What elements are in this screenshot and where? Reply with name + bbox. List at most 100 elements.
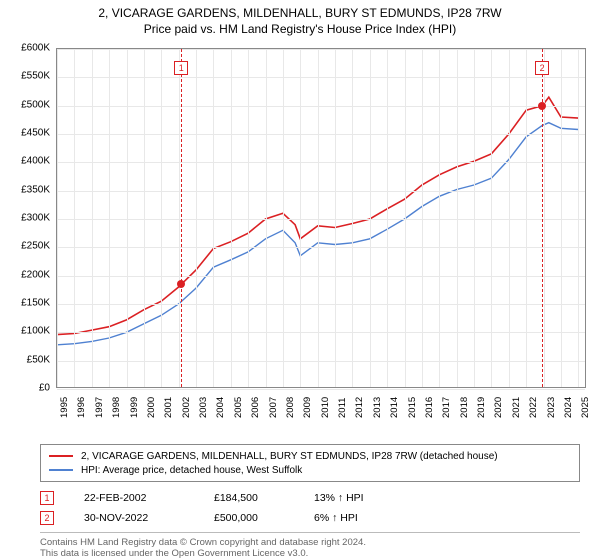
x-tick-label: 2006 [250,397,261,418]
gridline-vertical [335,49,336,387]
gridline-vertical [578,49,579,387]
gridline-horizontal [57,247,585,248]
title-line-1: 2, VICARAGE GARDENS, MILDENHALL, BURY ST… [0,6,600,20]
gridline-vertical [439,49,440,387]
gridline-vertical [352,49,353,387]
x-tick-label: 1995 [59,397,70,418]
legend-swatch [49,469,73,471]
transaction-row: 2 30-NOV-2022£500,0006% ↑ HPI [40,508,580,528]
gridline-vertical [266,49,267,387]
transaction-price: £500,000 [214,512,314,524]
gridline-vertical [231,49,232,387]
x-tick-label: 1998 [111,397,122,418]
gridline-vertical [405,49,406,387]
x-tick-label: 2012 [354,397,365,418]
gridline-vertical [127,49,128,387]
gridline-horizontal [57,77,585,78]
legend-label: HPI: Average price, detached house, West… [81,465,302,476]
x-tick-label: 2021 [511,397,522,418]
gridline-vertical [457,49,458,387]
transaction-date: 22-FEB-2002 [84,492,214,504]
gridline-vertical [144,49,145,387]
gridline-vertical [248,49,249,387]
marker-dot [177,280,185,288]
plot-area: 12 [56,48,586,388]
transaction-marker: 2 [40,511,54,525]
gridline-vertical [283,49,284,387]
gridline-horizontal [57,219,585,220]
gridline-vertical [387,49,388,387]
transaction-price: £184,500 [214,492,314,504]
gridline-vertical [491,49,492,387]
x-tick-label: 2005 [233,397,244,418]
x-tick-label: 2013 [372,397,383,418]
gridline-vertical [74,49,75,387]
x-tick-label: 2003 [198,397,209,418]
gridline-vertical [509,49,510,387]
gridline-vertical [422,49,423,387]
legend-row: 2, VICARAGE GARDENS, MILDENHALL, BURY ST… [49,449,571,463]
footer-line-2: This data is licensed under the Open Gov… [40,548,580,559]
y-tick-label: £600K [8,43,50,54]
transaction-pct: 6% ↑ HPI [314,512,404,524]
x-tick-label: 2007 [268,397,279,418]
x-tick-label: 2020 [493,397,504,418]
y-tick-label: £500K [8,99,50,110]
gridline-horizontal [57,49,585,50]
gridline-vertical [300,49,301,387]
x-tick-label: 2024 [563,397,574,418]
gridline-vertical [161,49,162,387]
y-tick-label: £300K [8,213,50,224]
gridline-vertical [474,49,475,387]
x-tick-label: 2010 [320,397,331,418]
gridline-horizontal [57,332,585,333]
footer-attribution: Contains HM Land Registry data © Crown c… [40,532,580,559]
gridline-horizontal [57,162,585,163]
legend-label: 2, VICARAGE GARDENS, MILDENHALL, BURY ST… [81,451,498,462]
gridline-vertical [57,49,58,387]
gridline-vertical [370,49,371,387]
legend-box: 2, VICARAGE GARDENS, MILDENHALL, BURY ST… [40,444,580,482]
y-tick-label: £350K [8,184,50,195]
x-tick-label: 2000 [146,397,157,418]
gridline-vertical [526,49,527,387]
transaction-pct: 13% ↑ HPI [314,492,404,504]
chart-container: 12 £0£50K£100K£150K£200K£250K£300K£350K£… [8,42,592,420]
x-tick-label: 2002 [181,397,192,418]
y-tick-label: £250K [8,241,50,252]
transaction-marker: 1 [40,491,54,505]
x-tick-label: 1999 [129,397,140,418]
gridline-horizontal [57,276,585,277]
gridline-horizontal [57,134,585,135]
x-tick-label: 2015 [407,397,418,418]
x-tick-label: 1996 [76,397,87,418]
marker-label-box: 2 [535,61,549,75]
footer-line-1: Contains HM Land Registry data © Crown c… [40,537,580,548]
y-tick-label: £200K [8,269,50,280]
x-tick-label: 2019 [476,397,487,418]
x-tick-label: 2008 [285,397,296,418]
gridline-horizontal [57,191,585,192]
y-tick-label: £0 [8,383,50,394]
x-tick-label: 2014 [389,397,400,418]
bottom-info-block: 2, VICARAGE GARDENS, MILDENHALL, BURY ST… [40,444,580,559]
y-tick-label: £150K [8,298,50,309]
x-tick-label: 2017 [441,397,452,418]
x-tick-label: 2018 [459,397,470,418]
x-tick-label: 2001 [163,397,174,418]
title-line-2: Price paid vs. HM Land Registry's House … [0,22,600,36]
marker-label-box: 1 [174,61,188,75]
gridline-vertical [561,49,562,387]
gridline-horizontal [57,106,585,107]
y-tick-label: £550K [8,71,50,82]
legend-swatch [49,455,73,457]
transaction-date: 30-NOV-2022 [84,512,214,524]
x-tick-label: 2004 [215,397,226,418]
x-tick-label: 2022 [528,397,539,418]
marker-guideline [542,49,543,387]
gridline-horizontal [57,389,585,390]
gridline-horizontal [57,361,585,362]
marker-dot [538,102,546,110]
x-tick-label: 2025 [580,397,591,418]
gridline-vertical [544,49,545,387]
